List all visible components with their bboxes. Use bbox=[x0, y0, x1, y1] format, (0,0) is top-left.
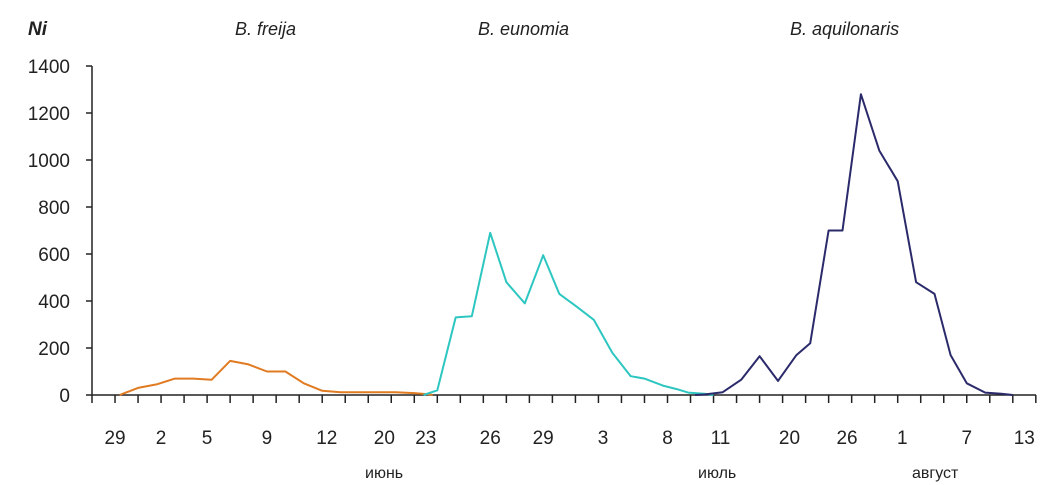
series-label-eunomia: B. eunomia bbox=[478, 19, 569, 39]
y-axis-tick-labels: 0 200 400 600 800 1000 1200 1400 bbox=[28, 57, 70, 407]
series-line-0 bbox=[119, 359, 433, 396]
month-label-june: июнь bbox=[365, 465, 403, 482]
x-tick-label: 3 bbox=[598, 428, 609, 449]
y-tick-label: 0 bbox=[59, 386, 70, 407]
x-tick-label: 29 bbox=[533, 428, 554, 449]
x-tick-label: 23 bbox=[415, 428, 436, 449]
series-label-freija: B. freija bbox=[235, 19, 296, 39]
y-tick-label: 1200 bbox=[28, 104, 70, 125]
y-tick-label: 200 bbox=[38, 339, 70, 360]
x-axis-tick-marks bbox=[91, 395, 1037, 403]
y-tick-label: 1000 bbox=[28, 151, 70, 172]
series-label-aquilonaris: B. aquilonaris bbox=[790, 19, 899, 39]
x-tick-label: 26 bbox=[480, 428, 501, 449]
x-tick-label: 5 bbox=[202, 428, 213, 449]
x-tick-label: 20 bbox=[779, 428, 800, 449]
series-line-2 bbox=[695, 93, 1013, 396]
series-line-1 bbox=[423, 231, 714, 396]
x-tick-label: 20 bbox=[374, 428, 395, 449]
x-axis-tick-labels: 29 2 5 9 12 20 23 26 29 3 8 11 20 26 1 7 13 bbox=[104, 428, 1034, 449]
month-label-august: август bbox=[912, 465, 959, 482]
y-tick-label: 1400 bbox=[28, 57, 70, 78]
x-tick-label: 26 bbox=[836, 428, 857, 449]
x-tick-label: 8 bbox=[662, 428, 673, 449]
x-tick-label: 12 bbox=[316, 428, 337, 449]
x-tick-label: 9 bbox=[262, 428, 273, 449]
y-tick-label: 800 bbox=[38, 198, 70, 219]
x-tick-label: 11 bbox=[711, 428, 731, 449]
x-tick-label: 2 bbox=[156, 428, 167, 449]
y-axis-tick-marks bbox=[86, 65, 92, 396]
y-axis-title: Ni bbox=[28, 19, 48, 40]
x-tick-label: 1 bbox=[897, 428, 908, 449]
y-tick-label: 400 bbox=[38, 292, 70, 313]
series-lines bbox=[119, 93, 1013, 396]
month-label-july: июль bbox=[698, 465, 736, 482]
x-tick-label: 7 bbox=[961, 428, 972, 449]
x-tick-label: 29 bbox=[104, 428, 125, 449]
y-tick-label: 600 bbox=[38, 245, 70, 266]
x-tick-label: 13 bbox=[1014, 428, 1035, 449]
